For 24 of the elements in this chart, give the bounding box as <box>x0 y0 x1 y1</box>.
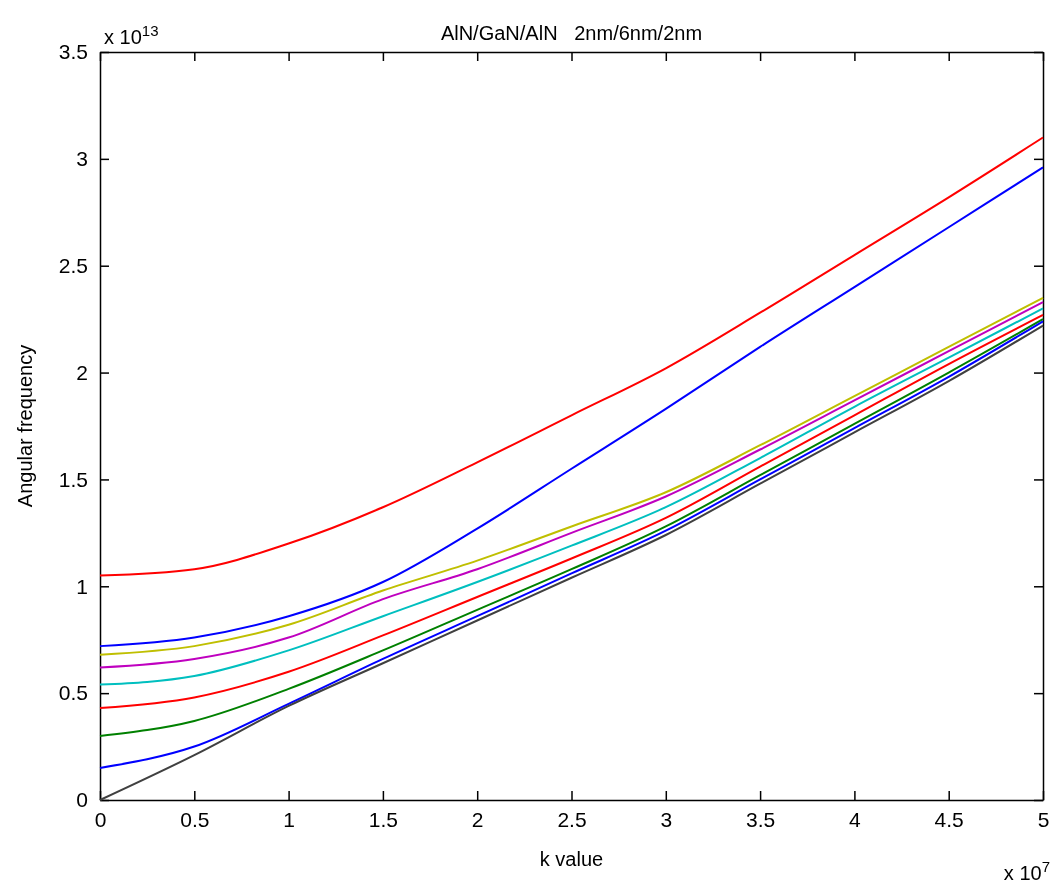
chart-title: AlN/GaN/AlN 2nm/6nm/2nm <box>440 22 703 44</box>
x-axis-title: k value <box>539 848 604 870</box>
x-tick-label: 1 <box>283 807 295 831</box>
y-tick-label: 3.5 <box>58 40 88 64</box>
x-tick-label: 1.5 <box>368 807 398 831</box>
y-axis-title: Angular frequency <box>14 344 36 508</box>
x-tick-label: 2.5 <box>557 807 587 831</box>
x-tick-label: 0 <box>94 807 107 831</box>
y-tick-label: 2 <box>76 360 88 384</box>
text: x 10$^{7}$ <box>1003 857 1050 884</box>
x-tick-label: 4.5 <box>934 807 964 831</box>
text: x 10$^{13}$ <box>104 21 159 48</box>
y-tick-label: 3 <box>76 147 88 171</box>
x-tick-label: 3.5 <box>746 807 776 831</box>
x-tick-label: 3 <box>660 807 673 831</box>
y-tick-label: 0 <box>76 788 88 812</box>
x-tick-label: 0.5 <box>180 807 210 831</box>
y-tick-label: 1.5 <box>58 467 88 491</box>
y-tick-label: 2.5 <box>58 253 88 277</box>
x-tick-label: 5 <box>1037 807 1050 831</box>
x-tick-label: 2 <box>471 807 484 831</box>
y-tick-label: 0.5 <box>58 681 88 705</box>
x-tick-label: 4 <box>849 807 862 831</box>
y-tick-label: 1 <box>76 574 88 598</box>
